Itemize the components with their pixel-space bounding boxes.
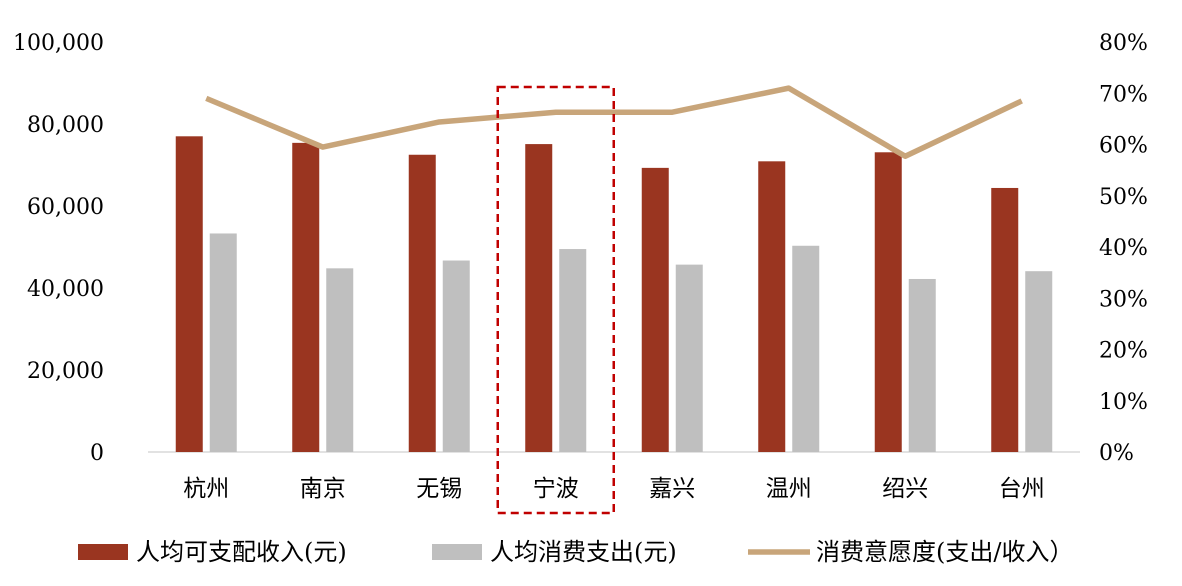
legend-label: 消费意愿度(支出/收入）: [816, 538, 1073, 566]
y-right-tick-label: 30%: [1099, 287, 1148, 312]
x-tick-label: 杭州: [183, 476, 229, 502]
y-right-tick-label: 20%: [1099, 339, 1148, 364]
x-tick-label: 温州: [766, 476, 812, 502]
expenditure-bar: [792, 245, 820, 452]
y-right-tick-label: 50%: [1099, 185, 1148, 210]
expenditure-bar: [209, 233, 237, 452]
x-tick-label: 无锡: [416, 476, 462, 502]
expenditure-bar: [559, 249, 587, 452]
income-bar: [175, 136, 203, 453]
legend-label: 人均消费支出(元): [490, 538, 677, 566]
income-bar: [408, 154, 436, 452]
y-left-tick-label: 60,000: [27, 195, 104, 220]
legend: 人均可支配收入(元) 人均消费支出(元) 消费意愿度(支出/收入）: [78, 538, 1073, 566]
consumption-rate-line: [205, 85, 1023, 160]
y-left-tick-label: 100,000: [13, 31, 104, 56]
income-bar: [641, 167, 669, 452]
x-tick-label: 宁波: [533, 476, 579, 502]
labels: 0 20,000 40,000 60,000 80,000 100,000 0% 10% 20%…: [13, 31, 1148, 502]
legend-swatch: [432, 544, 482, 560]
income-bar: [525, 144, 553, 452]
y-left-tick-label: 80,000: [27, 113, 104, 138]
expenditure-bar: [1025, 271, 1053, 452]
legend-swatch: [78, 544, 128, 560]
y-right-tick-label: 70%: [1099, 82, 1148, 107]
highlight-layer: [496, 85, 615, 515]
y-right-tick-label: 0%: [1099, 441, 1134, 466]
y-right-tick-label: 10%: [1099, 390, 1148, 415]
income-bar: [991, 187, 1019, 452]
y-right-tick-label: 60%: [1099, 134, 1148, 159]
income-bar: [874, 152, 902, 453]
highlight-box: [496, 85, 615, 515]
expenditure-bar: [908, 278, 936, 452]
income-bar: [758, 161, 786, 452]
x-tick-label: 嘉兴: [649, 476, 695, 502]
y-left-tick-label: 0: [90, 441, 104, 466]
expenditure-bar: [675, 264, 703, 452]
bars: [175, 136, 1053, 453]
x-tick-label: 绍兴: [882, 476, 928, 502]
x-tick-label: 南京: [300, 476, 346, 502]
y-left-tick-label: 40,000: [27, 277, 104, 302]
y-right-tick-label: 40%: [1099, 236, 1148, 261]
y-left-tick-label: 20,000: [27, 359, 104, 384]
legend-label: 人均可支配收入(元): [136, 538, 347, 566]
expenditure-bar: [326, 268, 354, 452]
expenditure-bar: [442, 260, 470, 452]
y-right-tick-label: 80%: [1099, 31, 1148, 56]
consumption-rate-line-layer: [205, 85, 1023, 160]
x-tick-label: 台州: [999, 476, 1045, 502]
income-bar: [292, 142, 320, 453]
